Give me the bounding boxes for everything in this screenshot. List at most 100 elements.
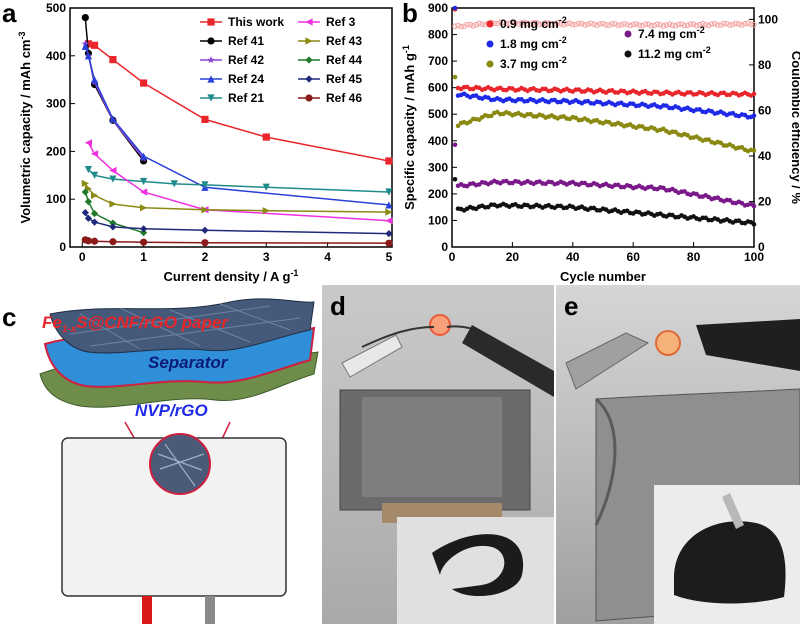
ce-point <box>533 19 540 26</box>
ce-point <box>503 20 510 27</box>
ce-point <box>633 21 640 27</box>
y2-tick-label: 60 <box>758 103 772 117</box>
data-point <box>262 183 270 191</box>
y2-tick-label: 20 <box>758 194 772 208</box>
ce-point <box>521 19 528 26</box>
data-point <box>140 225 148 233</box>
ce-point <box>642 21 649 28</box>
data-point <box>84 139 92 147</box>
data-point <box>109 115 117 123</box>
capacity-point <box>685 132 690 138</box>
capacity-point <box>751 222 757 227</box>
data-point <box>262 133 270 141</box>
capacity-point <box>452 176 458 182</box>
ce-point <box>615 22 621 29</box>
ce-point <box>473 22 479 28</box>
ce-point <box>557 21 564 27</box>
ce-point <box>711 20 718 27</box>
ce-point <box>527 21 534 27</box>
series-5 <box>452 19 757 30</box>
legend-label: Ref 42 <box>228 53 264 67</box>
ce-point <box>736 21 742 27</box>
ce-point <box>636 22 643 28</box>
bent-strip-inset <box>397 517 554 624</box>
ce-point <box>479 21 485 27</box>
ce-point <box>684 22 691 29</box>
y2-tick-label: 0 <box>758 240 765 254</box>
y2-axis-label: Coulombic efficiency / % <box>789 51 800 205</box>
positive-tab <box>142 596 152 624</box>
ce-point <box>585 21 591 28</box>
y-tick-label: 300 <box>428 160 448 174</box>
x-tick-label: 100 <box>744 250 764 264</box>
ce-point <box>742 21 748 27</box>
ce-point <box>663 22 670 28</box>
y-tick-label: 700 <box>428 54 448 68</box>
legend-label: 7.4 mg cm-2 <box>638 25 705 41</box>
ce-point <box>530 20 537 26</box>
data-point <box>84 40 92 48</box>
ce-point <box>645 21 652 28</box>
ce-point <box>699 20 706 27</box>
flexible-battery-schematic: c Fe1-xS@CNF/rGO paper Separator NVP/rGO <box>2 298 319 624</box>
panel-label-c: c <box>2 302 16 332</box>
y-tick-label: 500 <box>46 1 66 15</box>
capacity-point <box>706 137 711 142</box>
ce-point <box>727 22 733 28</box>
ce-point <box>730 21 736 28</box>
ce-point <box>721 20 727 27</box>
x-tick-label: 0 <box>449 250 456 264</box>
data-point <box>90 191 99 199</box>
ce-point <box>714 22 721 28</box>
legend-marker <box>305 75 313 83</box>
legend-label: This work <box>228 15 284 29</box>
ce-point <box>690 21 697 28</box>
y-tick-label: 800 <box>428 28 448 42</box>
data-point <box>109 219 117 227</box>
series-line <box>87 142 389 222</box>
data-point <box>140 79 148 87</box>
y2-tick-label: 80 <box>758 58 772 72</box>
ce-point <box>751 21 757 28</box>
ce-point <box>494 20 501 27</box>
data-point <box>84 165 92 174</box>
y-tick-label: 400 <box>428 134 448 148</box>
y-axis-label: Specific capacity / mAh g-1 <box>401 45 417 210</box>
series-3 <box>452 142 757 209</box>
legend-label: Ref 45 <box>326 72 362 86</box>
y-tick-label: 400 <box>46 49 66 63</box>
ce-point <box>573 21 579 28</box>
ce-point <box>666 21 673 27</box>
legend-marker <box>486 60 494 68</box>
data-point <box>81 42 89 50</box>
ce-point <box>588 20 594 27</box>
ce-point <box>696 21 703 28</box>
ce-point <box>506 20 513 27</box>
ce-point <box>542 19 549 26</box>
ce-point <box>627 22 633 29</box>
data-point <box>201 181 209 189</box>
data-point <box>109 200 117 208</box>
data-point <box>385 208 393 216</box>
series-1 <box>452 5 757 120</box>
legend-label: 1.8 mg cm-2 <box>500 35 567 51</box>
ce-point <box>748 21 754 28</box>
y-axis-label: Volumetric capacity / mAh cm-3 <box>17 31 33 223</box>
y-tick-label: 100 <box>46 192 66 206</box>
data-point <box>170 180 178 188</box>
data-point <box>201 239 209 247</box>
ce-point <box>461 23 467 30</box>
x-tick-label: 80 <box>687 250 701 264</box>
y-tick-label: 300 <box>46 97 66 111</box>
y-tick-label: 0 <box>441 240 448 254</box>
ce-point <box>724 21 730 27</box>
ce-point <box>579 20 585 27</box>
alligator-clip <box>462 325 554 397</box>
capacity-point <box>673 129 678 135</box>
series-line <box>84 212 389 235</box>
legend-label: 11.2 mg cm-2 <box>638 45 711 61</box>
ce-point <box>603 22 609 28</box>
legend-label: Ref 44 <box>326 53 362 67</box>
data-point <box>81 208 89 217</box>
x-tick-label: 0 <box>79 250 86 264</box>
